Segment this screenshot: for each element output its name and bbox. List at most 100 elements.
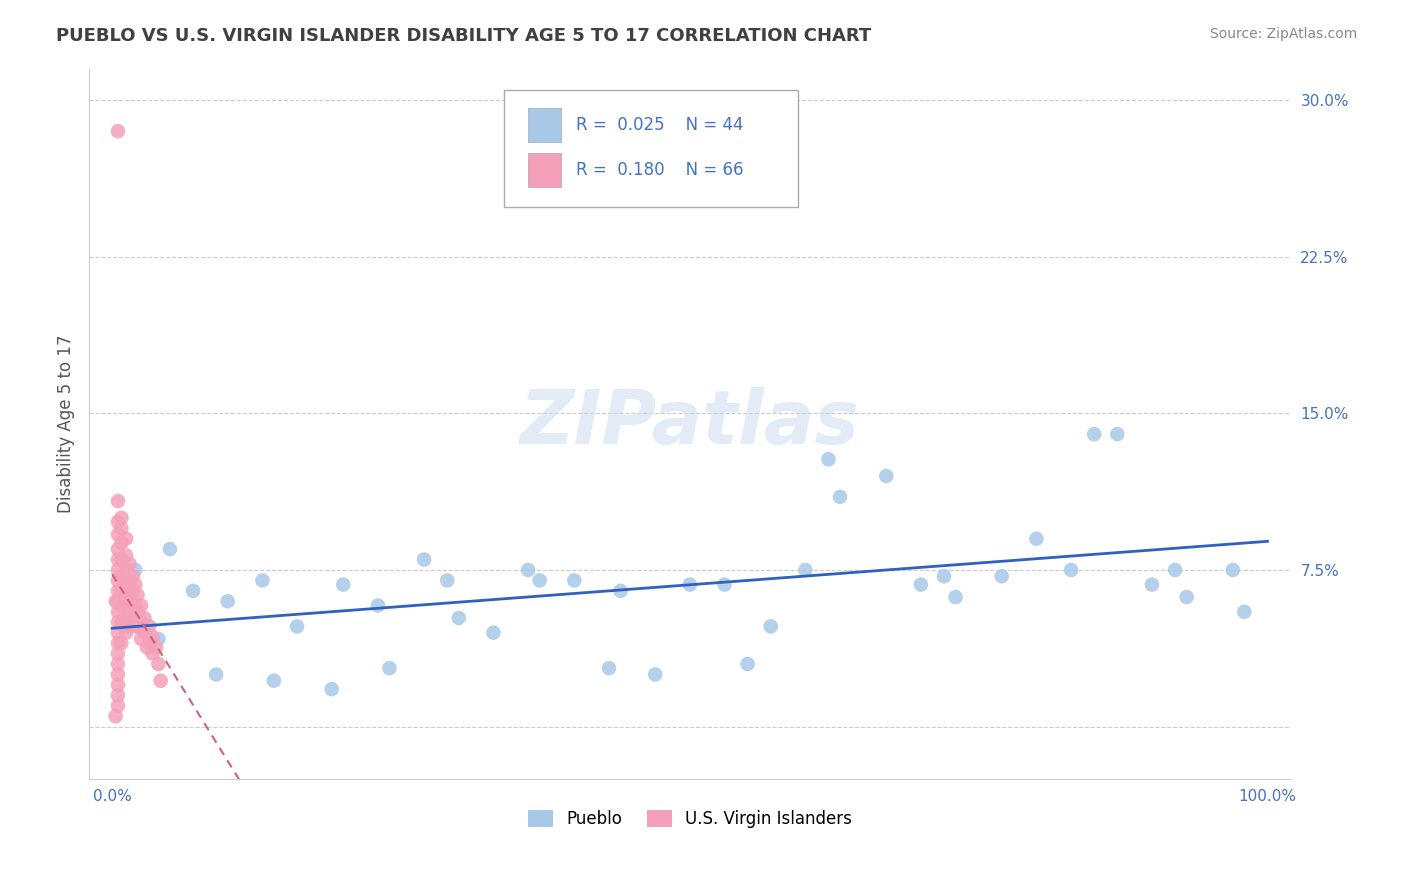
Point: [609, 583, 631, 598]
Point: [263, 673, 285, 688]
Point: [447, 611, 470, 625]
Point: [104, 709, 127, 723]
Point: [118, 619, 141, 633]
Point: [107, 615, 129, 630]
Point: [134, 611, 156, 625]
Bar: [527, 108, 561, 142]
Point: [135, 640, 157, 655]
Point: [1164, 563, 1187, 577]
Text: PUEBLO VS U.S. VIRGIN ISLANDER DISABILITY AGE 5 TO 17 CORRELATION CHART: PUEBLO VS U.S. VIRGIN ISLANDER DISABILIT…: [56, 27, 872, 45]
Point: [910, 577, 932, 591]
Point: [285, 619, 308, 633]
Point: [107, 494, 129, 508]
Point: [127, 588, 149, 602]
Point: [679, 577, 702, 591]
Point: [828, 490, 851, 504]
Point: [1083, 427, 1105, 442]
Point: [118, 590, 141, 604]
Point: [134, 625, 156, 640]
Point: [932, 569, 955, 583]
Point: [737, 657, 759, 671]
Point: [110, 599, 132, 613]
Point: [321, 682, 343, 697]
Point: [118, 605, 141, 619]
Point: [107, 647, 129, 661]
Point: [107, 552, 129, 566]
Point: [107, 678, 129, 692]
Text: R =  0.180    N = 66: R = 0.180 N = 66: [575, 161, 744, 179]
Point: [1233, 605, 1256, 619]
Point: [529, 574, 551, 588]
Point: [124, 577, 146, 591]
Point: [129, 632, 152, 646]
Point: [110, 552, 132, 566]
Point: [794, 563, 817, 577]
Point: [817, 452, 839, 467]
Point: [110, 636, 132, 650]
Point: [110, 510, 132, 524]
Point: [644, 667, 666, 681]
Point: [110, 569, 132, 583]
Point: [129, 615, 152, 630]
Point: [107, 625, 129, 640]
Point: [517, 563, 540, 577]
Point: [1025, 532, 1047, 546]
Point: [104, 594, 127, 608]
Point: [1175, 590, 1198, 604]
Point: [759, 619, 782, 633]
FancyBboxPatch shape: [503, 90, 799, 207]
Point: [107, 605, 129, 619]
Point: [110, 615, 132, 630]
Point: [118, 574, 141, 588]
Point: [127, 619, 149, 633]
Text: ZIPatlas: ZIPatlas: [520, 387, 860, 460]
Point: [127, 605, 149, 619]
Point: [149, 673, 172, 688]
Point: [107, 657, 129, 671]
Point: [148, 657, 170, 671]
Point: [713, 577, 735, 591]
Point: [122, 583, 145, 598]
Point: [436, 574, 458, 588]
Point: [148, 632, 170, 646]
Point: [107, 527, 129, 541]
Legend: Pueblo, U.S. Virgin Islanders: Pueblo, U.S. Virgin Islanders: [522, 803, 859, 835]
Point: [145, 640, 167, 655]
Point: [482, 625, 505, 640]
Point: [115, 594, 138, 608]
Point: [107, 563, 129, 577]
Point: [107, 698, 129, 713]
Point: [1060, 563, 1083, 577]
Point: [181, 583, 204, 598]
Point: [138, 636, 160, 650]
Point: [217, 594, 239, 608]
Point: [129, 599, 152, 613]
Point: [118, 557, 141, 571]
Point: [107, 689, 129, 703]
Point: [1222, 563, 1244, 577]
Point: [252, 574, 274, 588]
Point: [110, 536, 132, 550]
Point: [124, 599, 146, 613]
Point: [115, 577, 138, 591]
Point: [107, 515, 129, 529]
Point: [107, 542, 129, 557]
Point: [124, 619, 146, 633]
Point: [138, 619, 160, 633]
Point: [115, 549, 138, 563]
Point: [107, 667, 129, 681]
Point: [378, 661, 401, 675]
Point: [413, 552, 436, 566]
Point: [122, 615, 145, 630]
Point: [562, 574, 585, 588]
Point: [1140, 577, 1163, 591]
Point: [122, 569, 145, 583]
Point: [107, 574, 129, 588]
Point: [115, 611, 138, 625]
Point: [124, 563, 146, 577]
Bar: [527, 153, 561, 187]
Point: [110, 521, 132, 535]
Point: [122, 600, 145, 615]
Point: [142, 647, 165, 661]
Text: Source: ZipAtlas.com: Source: ZipAtlas.com: [1209, 27, 1357, 41]
